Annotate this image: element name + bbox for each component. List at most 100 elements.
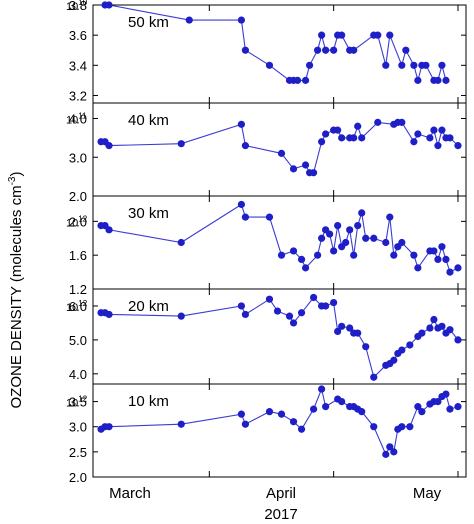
data-point <box>105 310 113 319</box>
y-tick-label: 4.0 <box>69 112 87 127</box>
data-point <box>358 408 366 416</box>
data-point <box>338 134 346 142</box>
panel-label: 10 km <box>128 393 169 410</box>
scale-exponent: 11 <box>78 112 87 121</box>
data-point <box>297 309 306 317</box>
data-point <box>342 238 350 247</box>
x-axis-label: 2017 <box>264 506 297 523</box>
data-point <box>442 390 450 398</box>
data-point <box>338 31 346 39</box>
data-point <box>318 385 326 393</box>
data-point <box>434 397 442 406</box>
data-point <box>446 326 454 334</box>
data-point <box>410 61 418 69</box>
y-tick-label: 3.0 <box>69 420 87 435</box>
x-month-label-march: March <box>109 485 151 502</box>
data-point <box>318 138 326 146</box>
data-point <box>402 46 410 54</box>
data-point <box>334 126 342 134</box>
data-point <box>338 322 346 330</box>
data-point <box>358 209 366 217</box>
data-point <box>398 118 406 126</box>
data-point <box>289 418 298 426</box>
data-point <box>454 264 462 272</box>
data-point <box>289 165 298 173</box>
data-point <box>382 450 390 458</box>
y-tick-label: 2.0 <box>69 470 87 485</box>
y-tick-label: 3.8 <box>69 0 87 13</box>
scale-exponent: 12 <box>78 395 87 404</box>
data-point <box>442 76 450 84</box>
data-point <box>442 255 450 264</box>
data-point <box>382 61 390 69</box>
data-point <box>438 243 446 251</box>
data-point <box>241 46 250 54</box>
data-point <box>382 238 390 247</box>
data-point <box>426 134 434 142</box>
data-point <box>390 448 398 456</box>
scale-base: 10 <box>66 302 78 314</box>
y-tick-label: 3.5 <box>69 395 87 410</box>
scale-base: 10 <box>66 217 78 229</box>
scale-base: 10 <box>66 115 78 127</box>
data-point <box>374 118 382 126</box>
data-point <box>438 126 446 134</box>
series-line <box>101 121 459 174</box>
data-point <box>398 238 406 247</box>
data-point <box>430 315 438 324</box>
data-point <box>285 312 294 320</box>
data-point <box>370 423 378 431</box>
data-point <box>350 46 358 54</box>
data-point <box>105 226 113 234</box>
data-point <box>237 302 245 310</box>
data-point <box>446 134 454 142</box>
scale-label: 1011 <box>66 112 87 127</box>
data-point <box>346 226 354 234</box>
data-point <box>318 234 326 242</box>
data-point <box>398 423 406 431</box>
panel-label: 40 km <box>128 112 169 129</box>
data-point <box>322 302 330 310</box>
panel-frame <box>92 383 467 478</box>
data-point <box>358 134 366 142</box>
data-point <box>273 307 282 315</box>
y-tick-label: 2.5 <box>69 445 87 460</box>
data-point <box>237 120 245 128</box>
data-point <box>241 310 250 319</box>
data-point <box>322 46 330 54</box>
data-point <box>265 295 274 303</box>
data-point <box>386 443 394 451</box>
data-point <box>177 238 185 247</box>
data-point <box>105 142 113 150</box>
data-point <box>237 200 245 209</box>
data-point <box>301 76 310 84</box>
y-tick-label: 2.0 <box>69 214 87 229</box>
y-tick-label: 5.0 <box>69 333 87 348</box>
scale-base: 10 <box>66 398 78 410</box>
data-point <box>293 76 302 84</box>
data-point <box>334 327 342 336</box>
data-point <box>322 403 330 411</box>
data-point <box>362 343 370 351</box>
data-point <box>330 247 338 255</box>
panel-label: 50 km <box>128 14 169 31</box>
data-point <box>237 410 245 418</box>
y-axis-label-text: OZONE DENSITY (molecules cm <box>8 185 25 408</box>
data-point <box>301 161 310 169</box>
data-point <box>265 213 274 221</box>
scale-label: 1010 <box>66 0 88 13</box>
data-point <box>314 46 322 54</box>
data-point <box>362 234 370 242</box>
data-point <box>374 31 382 39</box>
scale-label: 1012 <box>66 214 88 229</box>
y-tick-label: 2.0 <box>69 189 87 204</box>
data-point <box>398 61 406 69</box>
data-point <box>265 408 274 416</box>
data-point <box>454 403 462 411</box>
data-point <box>438 61 446 69</box>
data-point <box>370 234 378 242</box>
data-point <box>434 255 442 264</box>
